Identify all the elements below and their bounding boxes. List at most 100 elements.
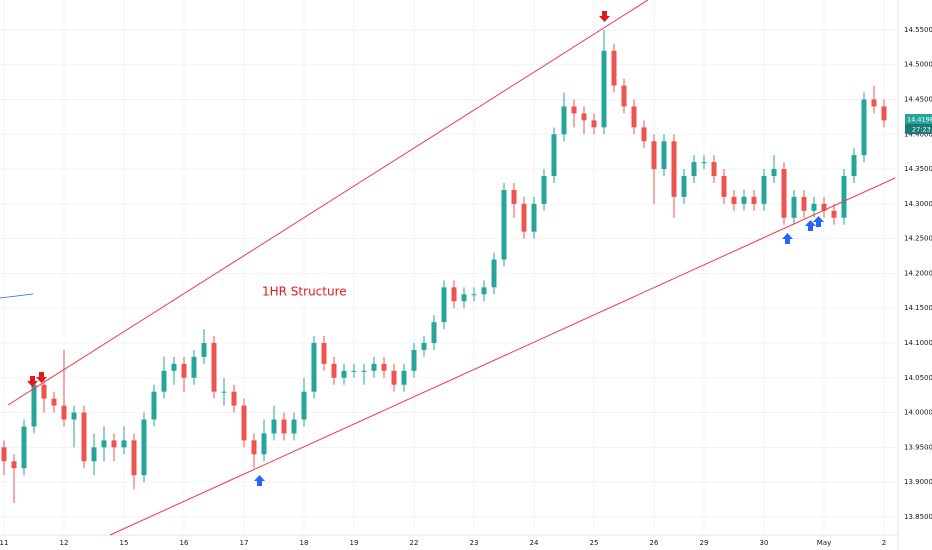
candle-body: [351, 370, 357, 372]
candle-body: [411, 349, 417, 371]
candle-body: [181, 363, 187, 378]
x-tick-label: 29: [700, 539, 709, 547]
up-arrow: [782, 233, 793, 244]
x-tick-label: 15: [120, 539, 129, 547]
lower-trend-line: [109, 177, 896, 536]
x-tick-label: 17: [240, 539, 249, 547]
down-arrow: [36, 372, 47, 383]
candle-body: [61, 405, 67, 420]
candle-body: [541, 176, 547, 204]
candle-body: [121, 440, 127, 448]
candle-body: [261, 433, 267, 455]
candle-body: [361, 370, 367, 372]
candle-body: [151, 391, 157, 420]
x-tick-label: 11: [0, 539, 8, 547]
x-tick-label: 16: [180, 539, 189, 547]
candle-body: [751, 196, 757, 204]
candle-body: [111, 440, 117, 448]
x-tick-label: 22: [410, 539, 419, 547]
y-tick-label: 14.50000: [904, 61, 932, 69]
upper-trend-line: [7, 0, 649, 406]
candle-body: [441, 287, 447, 323]
candle-body: [861, 99, 867, 156]
candle-body: [531, 203, 537, 232]
candle-body: [1, 447, 7, 462]
x-tick-label: 25: [590, 539, 599, 547]
y-tick-label: 13.90000: [904, 478, 932, 486]
candle-body: [691, 162, 697, 177]
candle-body: [721, 176, 727, 197]
candle-body: [71, 412, 77, 420]
candle-body: [51, 398, 57, 406]
candle-body: [561, 106, 567, 135]
candle-body: [91, 447, 97, 462]
up-arrow: [813, 216, 824, 227]
y-tick-label: 14.40000: [904, 130, 932, 138]
down-arrow: [27, 376, 38, 387]
y-tick-label: 14.15000: [904, 304, 932, 312]
y-tick-label: 14.10000: [904, 339, 932, 347]
candle-body: [221, 391, 227, 393]
candle-body: [331, 363, 337, 378]
candle-body: [191, 356, 197, 378]
down-arrows: [27, 11, 610, 387]
x-tick-label: 24: [530, 539, 539, 547]
up-arrow: [254, 475, 265, 486]
y-tick-label: 14.05000: [904, 374, 932, 382]
grid: [0, 0, 898, 535]
y-tick-label: 14.20000: [904, 269, 932, 277]
candle-body: [321, 342, 327, 364]
candle-body: [271, 419, 277, 434]
candle-body: [21, 426, 27, 469]
candle-body: [641, 127, 647, 142]
x-tick-label: 12: [60, 539, 69, 547]
candle-body: [341, 370, 347, 378]
candle-body: [451, 287, 457, 302]
candle-body: [371, 363, 377, 371]
annotation: 1HR Structure: [262, 285, 347, 299]
axes: 13.85000 13.90000 13.95000 14.00000 14.05000…: [0, 26, 932, 547]
candles: [1, 29, 887, 503]
x-tick-label: 2: [882, 539, 886, 547]
candle-body: [241, 405, 247, 441]
candle-body: [621, 85, 627, 107]
candle-body: [501, 189, 507, 260]
candle-body: [841, 176, 847, 218]
candle-body: [201, 342, 207, 357]
x-tick-label: 18: [300, 539, 309, 547]
candle-body: [491, 259, 497, 288]
candle-body: [771, 169, 777, 177]
candle-body: [521, 203, 527, 232]
up-arrow: [805, 220, 816, 231]
candle-body: [471, 294, 477, 296]
candle-body: [651, 141, 657, 170]
price-label: 14.41980: [907, 116, 932, 124]
candle-body: [571, 106, 577, 114]
price-label-box: [905, 114, 932, 124]
candle-body: [801, 196, 807, 211]
x-tick-label: 19: [350, 539, 359, 547]
x-tick-label: 26: [650, 539, 659, 547]
candle-body: [41, 384, 47, 399]
candle-body: [431, 322, 437, 343]
candle-body: [311, 342, 317, 392]
y-tick-label: 14.25000: [904, 235, 932, 243]
candle-body: [741, 196, 747, 204]
candle-body: [461, 294, 467, 302]
candle-body: [301, 391, 307, 420]
candle-body: [871, 99, 877, 107]
candle-body: [581, 113, 587, 121]
candle-body: [381, 363, 387, 371]
candle-body: [781, 169, 787, 218]
y-tick-label: 13.95000: [904, 443, 932, 451]
x-tick-label: 30: [760, 539, 769, 547]
x-tick-label: May: [817, 539, 831, 547]
candle-body: [101, 440, 107, 448]
candle-body: [31, 384, 37, 427]
candle-body: [421, 342, 427, 350]
candle-body: [601, 50, 607, 128]
candle-body: [731, 196, 737, 204]
y-tick-label: 14.55000: [904, 26, 932, 34]
candle-body: [281, 419, 287, 434]
